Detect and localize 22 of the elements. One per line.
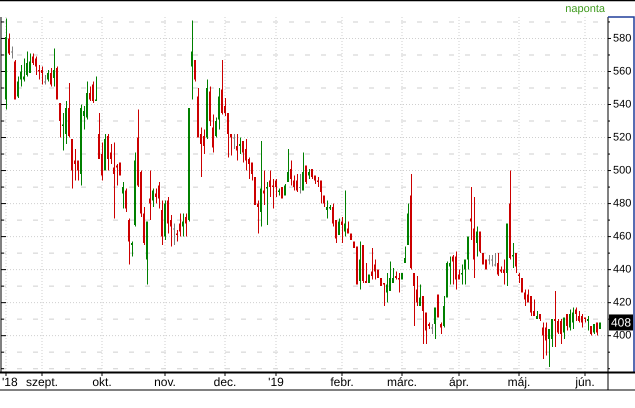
y-tick-label: 420 (613, 296, 632, 309)
x-tick-label: márc. (387, 375, 417, 389)
x-tick-label: '19 (268, 375, 284, 389)
y-tick-label: 500 (613, 164, 632, 177)
x-tick-label: dec. (214, 375, 236, 389)
x-tick-label: ápr. (448, 375, 470, 389)
y-tick-label: 460 (613, 230, 632, 243)
x-tick-label: szept. (26, 375, 58, 389)
y-tick-label: 560 (613, 65, 632, 78)
x-tick-label: nov. (154, 375, 176, 389)
chart-subtitle: naponta (565, 3, 606, 15)
x-tick-label: febr. (330, 375, 354, 389)
y-tick-label: 540 (613, 98, 632, 111)
x-tick-label: '18 (2, 375, 18, 389)
x-tick-label: jún. (574, 375, 595, 389)
y-tick-label: 580 (613, 32, 632, 44)
x-tick-label: okt. (92, 375, 112, 389)
y-tick-label: 480 (613, 198, 632, 210)
x-tick-label: máj. (508, 375, 530, 389)
y-tick-label: 520 (613, 132, 632, 144)
y-tick-label: 440 (613, 264, 632, 276)
y-tick-label: 400 (613, 330, 632, 342)
